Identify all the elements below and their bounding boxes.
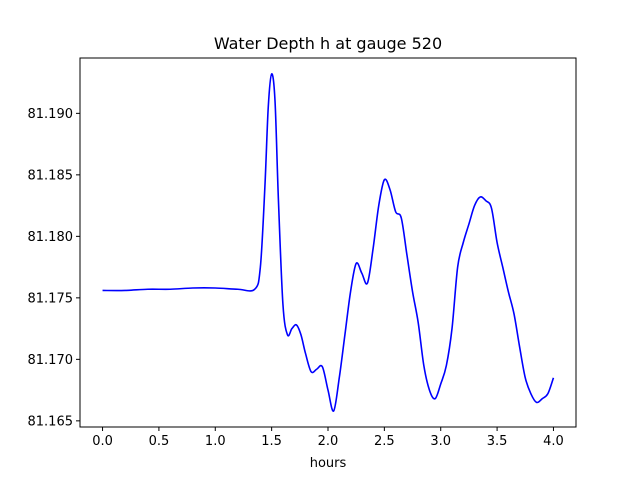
series-line-0 [102, 73, 555, 412]
y-tick-label: 81.190 [28, 107, 74, 122]
x-tick-label: 2.5 [374, 434, 395, 449]
x-tick-label: 1.0 [205, 434, 226, 449]
x-tick-label: 3.0 [430, 434, 451, 449]
x-tick-label: 0.5 [149, 434, 170, 449]
y-tick-label: 81.175 [28, 291, 74, 306]
chart-title: Water Depth h at gauge 520 [214, 34, 442, 53]
x-tick-label: 0.0 [92, 434, 113, 449]
x-tick-label: 3.5 [487, 434, 508, 449]
x-tick-label: 1.5 [261, 434, 282, 449]
x-tick-label: 2.0 [318, 434, 339, 449]
plot-layer [102, 73, 555, 412]
x-axis-label: hours [310, 456, 347, 471]
x-axis: 0.0 0.5 1.0 1.5 2.0 2.5 3.0 3.5 4.0 [92, 427, 564, 449]
y-tick-label: 81.185 [28, 168, 74, 183]
y-tick-label: 81.165 [28, 414, 74, 429]
y-axis: 81.165 81.170 81.175 81.180 81.185 81.190 [28, 107, 80, 429]
y-tick-label: 81.180 [28, 230, 74, 245]
x-tick-label: 4.0 [543, 434, 564, 449]
y-tick-label: 81.170 [28, 353, 74, 368]
